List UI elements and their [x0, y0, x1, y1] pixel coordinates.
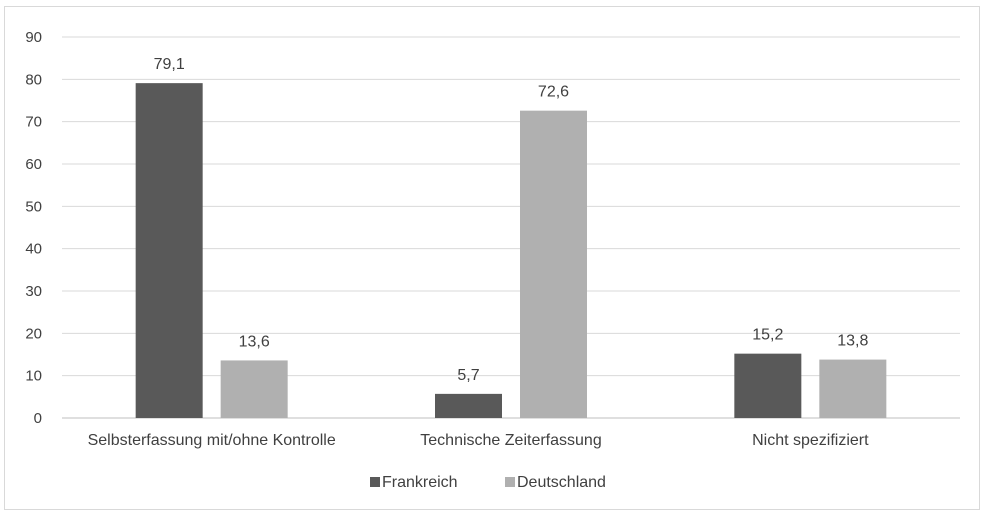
- y-tick-label: 50: [25, 198, 42, 215]
- data-label: 13,6: [239, 333, 270, 350]
- bar-deutschland-0: [220, 360, 288, 418]
- legend-swatch-frankreich: [370, 477, 380, 487]
- data-labels: 79,1 13,6 5,7 72,6 15,2 13,8: [154, 56, 869, 384]
- legend-label-frankreich: Frankreich: [382, 474, 458, 491]
- bar-deutschland-2: [819, 359, 887, 418]
- data-label: 79,1: [154, 56, 185, 73]
- data-label: 72,6: [538, 84, 569, 101]
- legend-swatch-deutschland: [505, 477, 515, 487]
- y-axis-tick-labels: 0 10 20 30 40 50 60 70 80 90: [25, 29, 42, 427]
- y-tick-label: 80: [25, 71, 42, 88]
- bar-deutschland-1: [520, 110, 587, 418]
- y-tick-label: 60: [25, 156, 42, 173]
- legend-label-deutschland: Deutschland: [517, 474, 606, 491]
- y-tick-label: 90: [25, 29, 42, 46]
- y-tick-label: 40: [25, 241, 42, 258]
- bar-frankreich-2: [734, 353, 802, 418]
- bar-frankreich-1: [435, 393, 502, 418]
- data-label: 15,2: [752, 327, 783, 344]
- category-label: Nicht spezifiziert: [752, 432, 869, 449]
- category-labels: Selbsterfassung mit/ohne Kontrolle Techni…: [88, 432, 870, 449]
- y-tick-label: 10: [25, 368, 42, 385]
- y-tick-label: 0: [34, 410, 42, 427]
- legend: Frankreich Deutschland: [370, 474, 606, 491]
- data-label: 13,8: [837, 333, 868, 350]
- bars: [135, 83, 887, 418]
- gridlines: [62, 36, 960, 419]
- y-tick-label: 30: [25, 283, 42, 300]
- category-label: Technische Zeiterfassung: [420, 432, 601, 449]
- bar-frankreich-0: [135, 83, 203, 418]
- category-label: Selbsterfassung mit/ohne Kontrolle: [88, 432, 336, 449]
- y-tick-label: 20: [25, 325, 42, 342]
- data-label: 5,7: [457, 367, 479, 384]
- y-tick-label: 70: [25, 114, 42, 131]
